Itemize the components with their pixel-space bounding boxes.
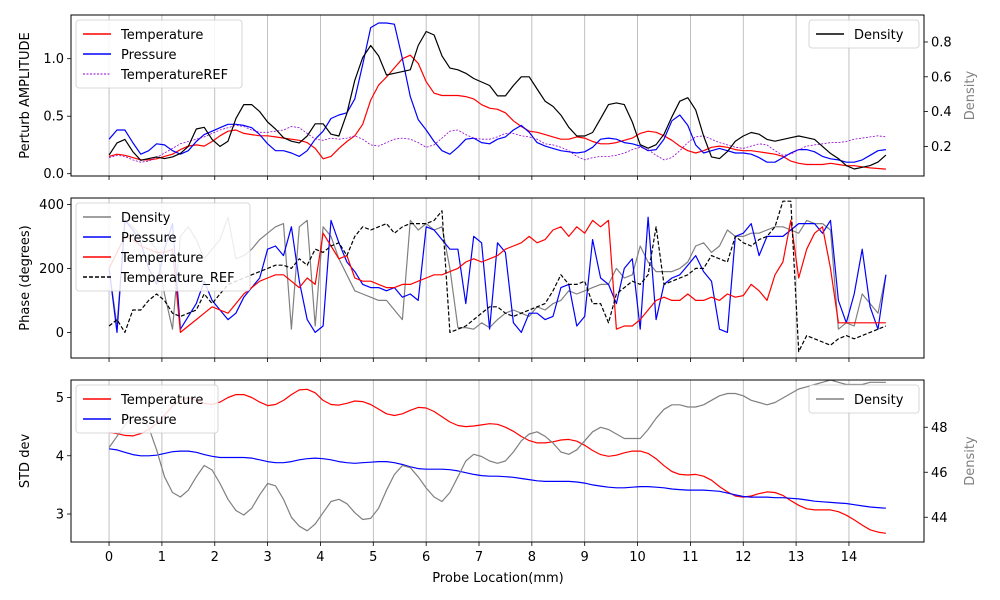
y-tick-label: 400 <box>39 198 64 213</box>
y-tick-label: 3 <box>56 508 64 523</box>
y-tick-label: 0 <box>56 326 64 341</box>
y-right-axis-label: Density <box>963 70 978 120</box>
x-tick-label: 14 <box>841 550 858 565</box>
series-pressure <box>109 448 886 509</box>
y-right-tick-label: 44 <box>931 511 948 526</box>
x-tick-label: 3 <box>263 550 271 565</box>
series-temperature <box>109 388 886 534</box>
axes-frame <box>70 197 925 359</box>
legend-entry-label: Density <box>854 393 904 408</box>
legend-entry-label: Temperature <box>120 251 203 266</box>
y-tick-label: 0.5 <box>43 110 64 125</box>
axes-frame <box>70 14 925 177</box>
panel-1 <box>67 14 928 180</box>
y-axis-label: Perturb AMPLITUDE <box>18 32 33 159</box>
x-tick-label: 7 <box>475 550 483 565</box>
y-tick-label: 4 <box>56 449 64 464</box>
x-tick-label: 4 <box>316 550 324 565</box>
legend-box <box>808 19 920 49</box>
series-pressure <box>108 22 886 163</box>
y-tick-label: 5 <box>56 391 64 406</box>
y-axis-label: STD dev <box>18 434 33 489</box>
x-tick-label: 2 <box>211 550 219 565</box>
series-pressure <box>108 216 887 333</box>
x-tick-label: 9 <box>581 550 589 565</box>
y-tick-label: 200 <box>39 262 64 277</box>
x-axis-label: Probe Location(mm) <box>432 571 563 586</box>
y-right-tick-label: 0.4 <box>931 105 952 120</box>
x-tick-label: 12 <box>735 550 752 565</box>
legend-entry-label: Pressure <box>121 48 177 63</box>
x-tick-label: 5 <box>369 550 377 565</box>
series-density <box>108 30 887 170</box>
axes-frame <box>70 379 925 543</box>
panel-2 <box>67 197 925 362</box>
legend-entry-label: Pressure <box>121 231 177 246</box>
legend-box <box>808 384 920 414</box>
series-temperature <box>108 219 886 333</box>
series-density <box>108 380 886 532</box>
series-group <box>108 380 886 534</box>
x-tick-label: 13 <box>788 550 805 565</box>
x-tick-label: 11 <box>682 550 699 565</box>
y-right-tick-label: 46 <box>931 466 948 481</box>
y-tick-label: 0.0 <box>43 167 64 182</box>
y-right-tick-label: 0.8 <box>931 35 952 50</box>
legend-entry-label: TemperatureREF <box>120 68 228 83</box>
legend-entry-label: Density <box>854 28 904 43</box>
legend-box <box>75 19 243 89</box>
panel-3 <box>67 379 928 546</box>
series-temperature <box>108 54 886 170</box>
x-tick-label: 6 <box>422 550 430 565</box>
y-right-axis-label: Density <box>963 436 978 486</box>
legend-entry-label: Pressure <box>121 413 177 428</box>
legend-entry-label: Temperature_REF <box>120 271 235 286</box>
y-right-tick-label: 0.6 <box>931 70 952 85</box>
series-temperatureref <box>108 125 886 163</box>
y-tick-label: 1.0 <box>43 52 64 67</box>
legend-box <box>75 202 251 292</box>
x-tick-label: 10 <box>629 550 646 565</box>
y-right-tick-label: 0.2 <box>931 140 952 155</box>
x-tick-label: 8 <box>528 550 536 565</box>
x-tick-label: 1 <box>158 550 166 565</box>
y-axis-label: Phase (degrees) <box>18 225 33 330</box>
x-tick-label: 0 <box>105 550 113 565</box>
legend-entry-label: Density <box>121 211 171 226</box>
legend-entry-label: Temperature <box>120 393 203 408</box>
series-group <box>108 22 887 170</box>
y-right-tick-label: 48 <box>931 421 948 436</box>
legend-box <box>75 384 219 434</box>
legend-entry-label: Temperature <box>120 28 203 43</box>
